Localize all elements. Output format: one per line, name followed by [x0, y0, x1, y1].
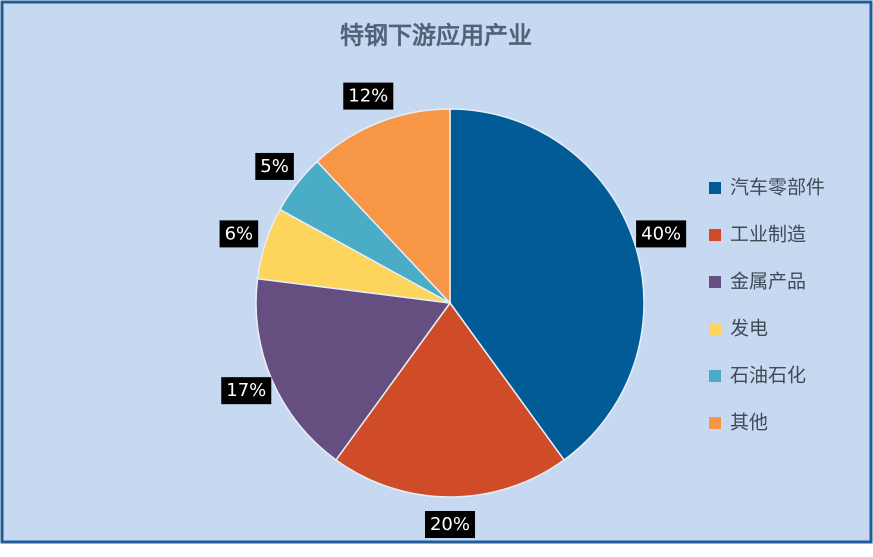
- legend-swatch: [709, 323, 721, 335]
- data-label-text: 12%: [348, 86, 388, 107]
- pie-slice: [255, 277, 452, 461]
- legend-swatch: [709, 417, 721, 429]
- data-label-box: [636, 220, 687, 248]
- legend-swatch: [709, 370, 721, 382]
- data-label-box: [219, 220, 259, 248]
- data-label-text: 20%: [430, 514, 470, 535]
- legend-label: 汽车零部件: [730, 177, 825, 199]
- data-label-text: 40%: [641, 223, 681, 244]
- data-label-text: 6%: [225, 223, 254, 244]
- data-label-box: [343, 82, 394, 110]
- legend-label: 其他: [730, 412, 768, 434]
- data-label-box: [255, 152, 294, 180]
- pie-slice: [449, 108, 645, 461]
- legend-label: 石油石化: [730, 365, 806, 387]
- data-label-box: [221, 377, 272, 405]
- legend-label: 工业制造: [730, 224, 806, 246]
- chart-title: 特钢下游应用产业: [340, 21, 532, 50]
- legend-swatch: [709, 182, 721, 194]
- legend-label: 发电: [730, 318, 768, 340]
- data-label-text: 17%: [226, 380, 266, 401]
- pie-slice: [316, 108, 451, 305]
- legend-swatch: [709, 276, 721, 288]
- pie-slice: [334, 301, 566, 498]
- legend-label: 金属产品: [730, 271, 806, 293]
- legend-swatch: [709, 229, 721, 241]
- data-label-box: [424, 511, 476, 538]
- data-label-text: 5%: [260, 156, 289, 177]
